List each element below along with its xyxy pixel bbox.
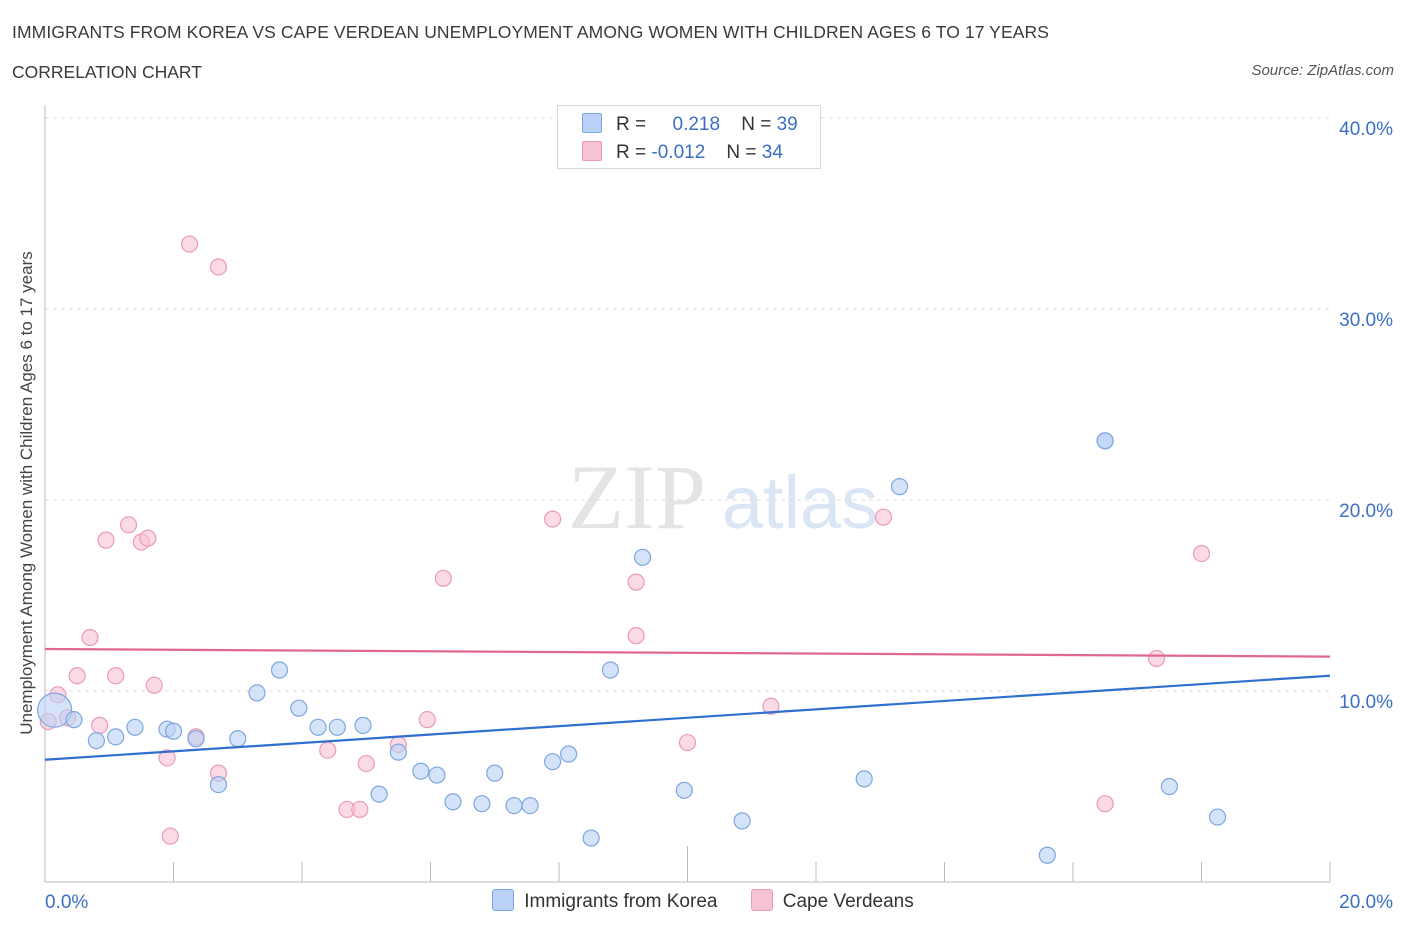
- point-korea: [521, 796, 539, 815]
- legend-r-label-cape: R =: [616, 142, 647, 163]
- point-korea: [248, 684, 266, 702]
- point-korea: [675, 781, 693, 799]
- point-korea: [1096, 432, 1114, 450]
- series-label-cape: Cape Verdeans: [782, 891, 914, 912]
- legend-r-value-cape: -0.012: [651, 142, 706, 163]
- point-korea: [187, 730, 205, 748]
- point-cape: [627, 573, 645, 591]
- point-korea: [855, 770, 873, 788]
- point-cape: [1147, 649, 1166, 668]
- point-korea: [164, 722, 183, 740]
- x-tick-label-min: 0.0%: [45, 892, 88, 913]
- point-korea: [209, 775, 228, 794]
- point-cape: [158, 749, 176, 767]
- point-korea: [65, 711, 83, 729]
- legend-r-value-korea: 0.218: [672, 114, 721, 135]
- point-cape: [139, 529, 157, 547]
- point-korea: [412, 762, 430, 780]
- point-korea: [309, 718, 327, 736]
- point-korea: [328, 718, 346, 736]
- series-legend-korea: Immigrants from Korea: [492, 889, 717, 913]
- point-korea: [486, 764, 504, 782]
- point-cape: [678, 733, 697, 752]
- point-cape: [762, 697, 780, 715]
- legend-n-value-korea: 39: [776, 114, 798, 135]
- point-korea: [560, 745, 578, 763]
- point-cape: [1192, 544, 1211, 563]
- point-cape: [434, 569, 452, 587]
- legend-row-korea: R = 0.218 N = 39: [582, 113, 798, 136]
- point-cape: [145, 676, 163, 694]
- point-cape: [1096, 795, 1114, 813]
- point-cape: [161, 827, 179, 845]
- series-legend: Immigrants from Korea Cape Verdeans: [0, 889, 1406, 913]
- point-cape: [418, 711, 436, 729]
- point-korea: [1160, 777, 1178, 796]
- trend-line-cape: [44, 647, 1331, 658]
- point-korea: [1208, 808, 1227, 826]
- point-korea: [1038, 846, 1056, 864]
- point-cape: [119, 516, 138, 534]
- y-tick-label: 30.0%: [1339, 310, 1393, 331]
- point-korea: [543, 753, 562, 771]
- point-cape: [874, 508, 893, 526]
- point-cape: [351, 800, 369, 819]
- point-cape: [209, 258, 228, 276]
- point-korea: [733, 812, 751, 830]
- watermark-atlas: atlas: [722, 461, 878, 544]
- legend-swatch-cape: [582, 141, 602, 161]
- point-korea: [354, 716, 372, 734]
- series-swatch-cape: [750, 889, 773, 911]
- source-label: Source: ZipAtlas.com: [1251, 62, 1394, 79]
- point-korea: [444, 793, 462, 811]
- correlation-legend: R = 0.218 N = 39 R = -0.012 N = 34: [557, 105, 821, 169]
- point-cape: [627, 627, 645, 645]
- point-korea: [107, 728, 125, 746]
- point-korea: [389, 743, 407, 761]
- y-tick-label: 20.0%: [1339, 501, 1393, 522]
- x-tick-label-max: 20.0%: [1339, 892, 1393, 913]
- point-cape: [543, 510, 562, 528]
- y-axis-label: Unemployment Among Women with Children A…: [17, 251, 36, 735]
- point-korea: [582, 829, 600, 847]
- point-korea: [37, 692, 73, 728]
- point-korea: [633, 548, 652, 566]
- point-cape: [357, 754, 375, 773]
- point-korea: [290, 699, 308, 717]
- point-korea: [890, 478, 909, 496]
- point-korea: [126, 718, 144, 736]
- point-korea: [370, 785, 388, 803]
- y-tick-label: 10.0%: [1339, 692, 1393, 713]
- legend-n-value-cape: 34: [761, 142, 783, 163]
- point-korea: [229, 730, 247, 748]
- watermark-zip: ZIP: [568, 446, 706, 548]
- point-cape: [68, 667, 86, 685]
- point-korea: [601, 661, 620, 679]
- chart-title: IMMIGRANTS FROM KOREA VS CAPE VERDEAN UN…: [12, 22, 1050, 42]
- y-tick-label: 40.0%: [1339, 119, 1393, 140]
- point-cape: [107, 667, 125, 685]
- series-label-korea: Immigrants from Korea: [524, 891, 718, 912]
- chart-subtitle: CORRELATION CHART: [12, 62, 202, 82]
- legend-r-label-korea: R =: [616, 114, 647, 135]
- point-cape: [97, 531, 115, 549]
- point-cape: [91, 716, 109, 734]
- legend-n-label-korea: N =: [741, 114, 772, 135]
- series-legend-cape: Cape Verdeans: [750, 889, 914, 913]
- legend-swatch-korea: [582, 113, 602, 133]
- point-cape: [180, 235, 199, 253]
- point-korea: [473, 795, 491, 813]
- legend-n-label-cape: N =: [726, 142, 757, 163]
- point-korea: [87, 732, 106, 750]
- point-korea: [428, 766, 446, 784]
- point-korea: [505, 796, 523, 815]
- trend-line-korea: [44, 674, 1331, 761]
- point-cape: [81, 628, 99, 647]
- point-cape: [319, 741, 337, 759]
- point-korea: [270, 661, 289, 679]
- series-swatch-korea: [492, 889, 515, 911]
- legend-row-cape: R = -0.012 N = 34: [582, 141, 783, 164]
